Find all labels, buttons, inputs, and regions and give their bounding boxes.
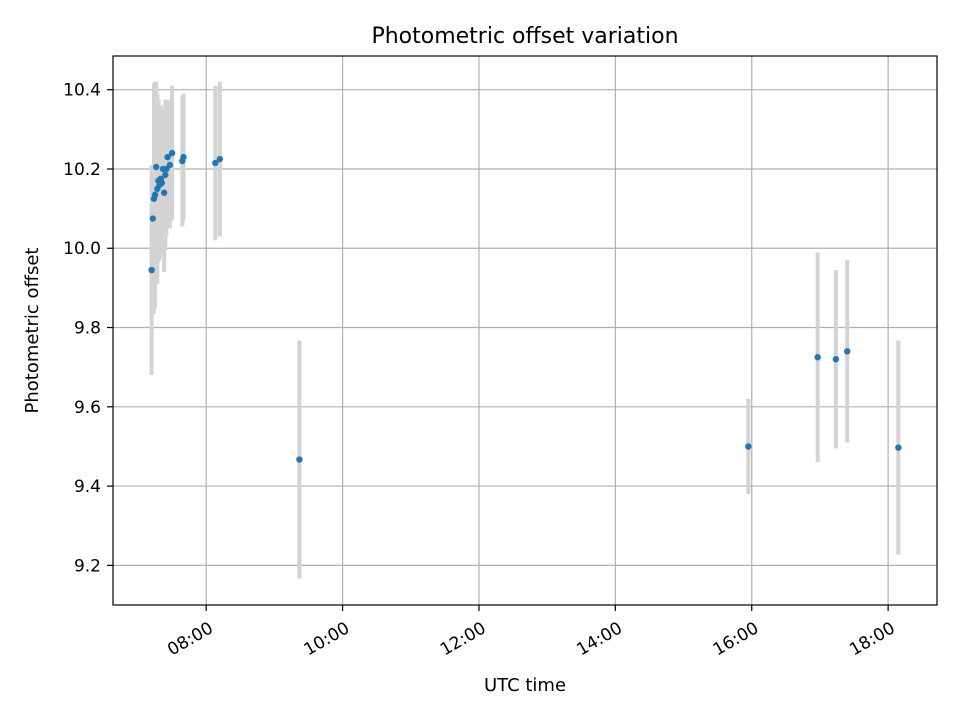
data-point <box>168 149 176 157</box>
data-point <box>158 179 166 187</box>
data-point <box>164 153 171 161</box>
data-point <box>216 155 224 163</box>
axis-ticks: 08:00 10:00 12:00 14:00 16:00 18:00 9.2 9.4 9.6 9… <box>63 81 898 661</box>
data-point <box>166 161 174 169</box>
y-tick-label: 10.4 <box>63 81 101 101</box>
data-point <box>148 266 155 274</box>
data-point <box>149 215 156 222</box>
data-point <box>814 354 821 361</box>
x-tick-label: 18:00 <box>846 618 898 660</box>
data-point <box>212 159 219 167</box>
data-point <box>152 163 160 171</box>
x-tick-label: 12:00 <box>437 618 489 660</box>
plot-area <box>112 55 938 606</box>
data-point <box>844 348 851 355</box>
y-tick-label: 9.2 <box>74 556 101 576</box>
x-tick-label: 16:00 <box>710 618 762 660</box>
data-points <box>148 149 902 463</box>
x-axis-label: UTC time <box>484 675 566 696</box>
data-point <box>151 191 159 198</box>
data-point <box>832 356 840 363</box>
x-tick-label: 08:00 <box>164 618 216 660</box>
error-bars <box>149 81 901 579</box>
y-tick-label: 9.4 <box>74 477 101 497</box>
y-tick-label: 10.2 <box>63 160 101 180</box>
data-point <box>162 171 169 179</box>
y-tick-label: 10.0 <box>63 239 101 259</box>
y-axis-label: Photometric offset <box>22 248 43 414</box>
chart-title: Photometric offset variation <box>371 24 678 49</box>
data-point <box>180 153 187 161</box>
y-tick-label: 9.8 <box>74 319 101 339</box>
data-point <box>895 444 902 451</box>
y-tick-label: 9.6 <box>74 398 101 418</box>
x-tick-label: 14:00 <box>573 618 625 660</box>
data-point <box>296 456 303 463</box>
grid <box>113 56 937 605</box>
data-point <box>745 443 752 450</box>
data-point <box>160 189 168 196</box>
x-tick-label: 10:00 <box>301 618 353 660</box>
